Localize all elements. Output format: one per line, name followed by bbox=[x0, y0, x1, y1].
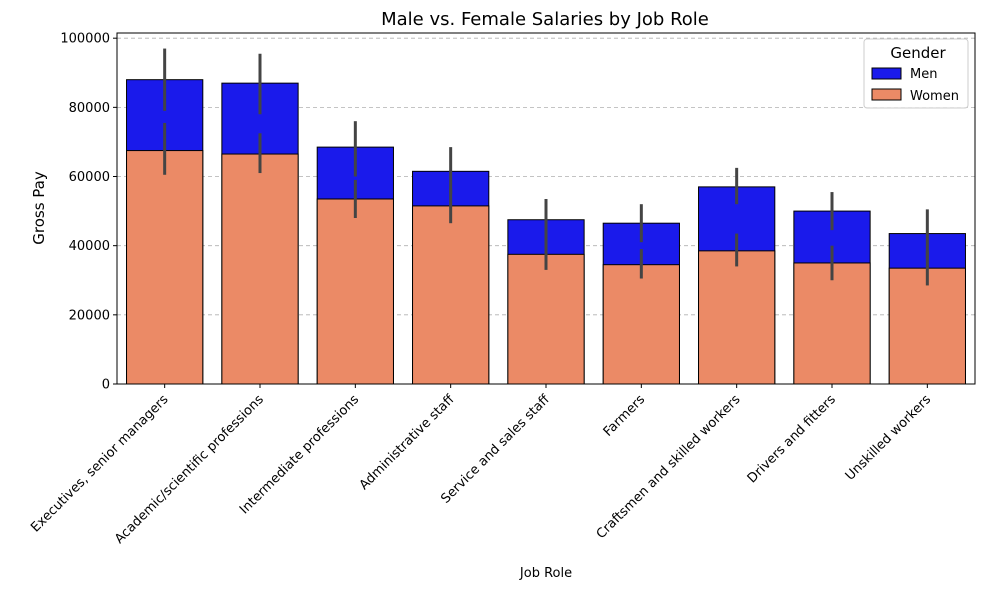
y-axis: 0 20000 40000 60000 80000 100000 bbox=[60, 32, 117, 393]
bar-women bbox=[507, 253, 585, 385]
x-tick-label: Drivers and fitters bbox=[745, 392, 839, 486]
x-tick-label: Service and sales staff bbox=[438, 391, 553, 506]
x-axis: Executives, senior managersAcademic/scie… bbox=[28, 384, 934, 547]
legend-title: Gender bbox=[890, 44, 946, 62]
x-tick-label: Farmers bbox=[601, 392, 649, 440]
x-tick-label: Unskilled workers bbox=[843, 392, 935, 484]
bar-women bbox=[602, 264, 680, 385]
bar-women bbox=[316, 198, 394, 385]
chart-title: Male vs. Female Salaries by Job Role bbox=[381, 9, 709, 30]
x-tick-label: Academic/scientific professions bbox=[112, 392, 267, 547]
legend-label-men: Men bbox=[910, 67, 937, 82]
y-tick-label: 80000 bbox=[69, 101, 110, 116]
y-tick-label: 40000 bbox=[69, 239, 110, 254]
bar-women bbox=[412, 205, 490, 385]
y-tick-label: 60000 bbox=[69, 170, 110, 185]
x-tick-label: Administrative staff bbox=[357, 391, 459, 493]
bar-women bbox=[221, 153, 299, 385]
bar-women bbox=[793, 262, 871, 385]
bar-women bbox=[698, 250, 776, 385]
bar-women bbox=[126, 150, 204, 385]
legend-swatch-men bbox=[871, 67, 902, 80]
y-axis-label: Gross Pay bbox=[30, 171, 48, 245]
bars bbox=[126, 79, 966, 385]
y-tick-label: 0 bbox=[102, 378, 110, 393]
legend: Gender Men Women bbox=[863, 38, 969, 109]
bar-women bbox=[888, 267, 966, 385]
y-tick-label: 100000 bbox=[60, 32, 110, 47]
error-bars bbox=[163, 48, 929, 286]
legend-swatch-women bbox=[871, 88, 902, 101]
y-tick-label: 20000 bbox=[69, 308, 110, 323]
legend-label-women: Women bbox=[910, 89, 959, 104]
x-axis-label: Job Role bbox=[519, 566, 572, 581]
